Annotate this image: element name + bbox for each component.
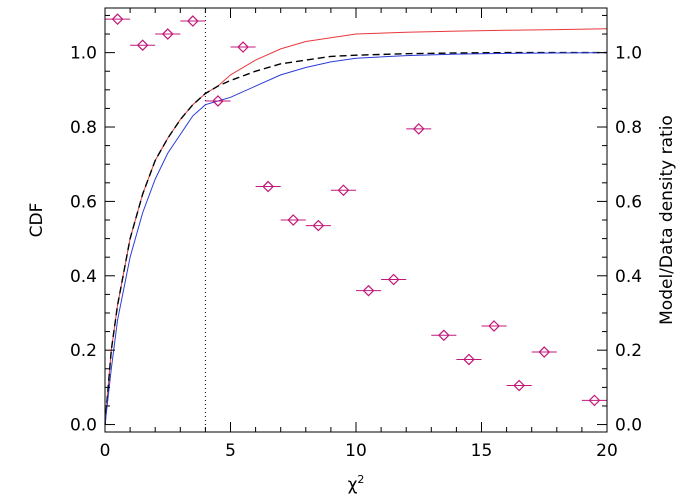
ratio-point [412, 123, 425, 135]
x-tick-label: 10 [345, 441, 367, 461]
ratio-point [187, 15, 199, 27]
ratio-point [312, 219, 325, 232]
y-right-tick-label: 0.0 [615, 416, 642, 436]
ratio-point [488, 320, 500, 332]
ratio-point [262, 180, 274, 193]
x-axis-label: χ2 [348, 473, 365, 495]
ratio-point [136, 39, 149, 52]
y-axis-right-label: Model/Data density ratio [657, 115, 677, 325]
ratio-point [212, 95, 224, 107]
y-left-tick-label: 0.8 [70, 118, 97, 138]
y-left-tick-label: 0.4 [70, 267, 97, 287]
y-right-tick-label: 0.8 [615, 118, 642, 138]
axis-ticks: 0 5 10 15 20 0.0 0.0 0.2 0.2 0.4 0.4 0.6 0.6 0.8 0.8 1.… [70, 8, 642, 461]
ratio-point [538, 346, 551, 358]
cdf-series-line-1 [104, 51, 607, 425]
ratio-point [513, 379, 525, 392]
ratio-point [387, 273, 400, 286]
y-right-tick-label: 1.0 [615, 44, 642, 64]
y-right-tick-label: 0.4 [615, 267, 642, 287]
ratio-point [111, 13, 124, 26]
ratio-point [438, 329, 450, 342]
x-tick-label: 5 [225, 441, 236, 461]
y-left-tick-label: 0.0 [70, 416, 97, 436]
ratio-point [287, 214, 300, 226]
ratio-point [588, 394, 601, 407]
x-tick-label: 20 [596, 441, 618, 461]
ratio-point [463, 353, 475, 366]
y-axis-left-label: CDF [27, 203, 47, 238]
x-axis-label-base: χ [348, 475, 358, 495]
ratio-point [362, 284, 375, 297]
y-left-tick-label: 0.2 [70, 341, 97, 361]
plot-area [104, 8, 608, 432]
ratio-point [237, 41, 249, 53]
x-axis-label-superscript: 2 [357, 473, 364, 486]
y-left-tick-label: 0.6 [70, 192, 97, 212]
x-tick-label: 0 [100, 441, 111, 461]
y-right-tick-label: 0.2 [615, 341, 642, 361]
cdf-series-line-0 [104, 28, 608, 425]
ratio-point [337, 184, 350, 197]
cdf-series-line-2 [104, 52, 608, 425]
axes-frame [104, 7, 608, 433]
y-right-tick-label: 0.6 [615, 192, 642, 212]
ratio-point [161, 28, 174, 40]
x-tick-label: 15 [471, 441, 493, 461]
y-left-tick-label: 1.0 [70, 44, 97, 64]
